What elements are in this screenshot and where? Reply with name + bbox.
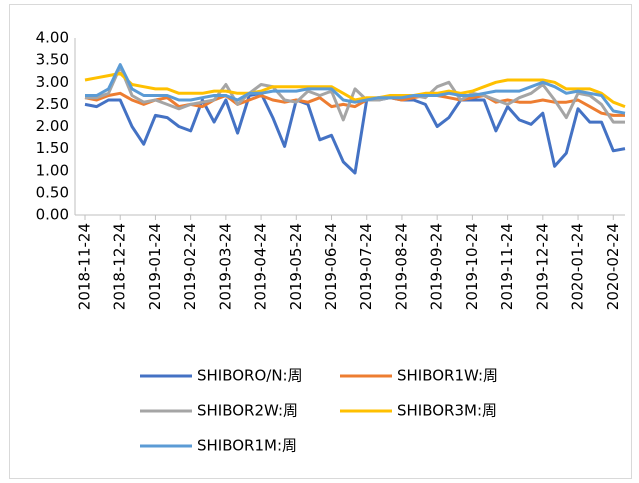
x-tick-label: 2019-04-24 [252,223,270,310]
y-tick-label: 1.50 [36,139,69,157]
x-tick-label: 2019-12-24 [533,223,551,310]
legend-label: SHIBOR1W:周 [397,367,498,385]
x-tick-label: 2018-12-24 [111,223,129,310]
y-tick-label: 1.00 [36,161,69,179]
x-tick-label: 2019-09-24 [428,223,446,310]
x-tick-label: 2019-01-24 [146,223,164,310]
legend-label: SHIBOR3M:周 [397,402,497,420]
x-tick-label: 2019-10-24 [463,223,481,310]
y-tick-label: 3.50 [36,51,69,69]
x-tick-label: 2020-01-24 [569,223,587,310]
y-tick-label: 3.00 [36,73,69,91]
series-line [84,71,626,109]
y-tick-label: 2.00 [36,117,69,135]
x-tick-label: 2019-03-24 [216,223,234,310]
series-line [84,91,625,117]
series-line [85,63,626,115]
x-tick-label: 2019-05-24 [287,223,305,310]
x-tick-label: 2020-02-24 [604,223,622,310]
y-tick-label: 2.50 [36,95,69,113]
series-line [85,65,625,124]
y-tick-label: 0.00 [36,206,69,224]
legend-label: SHIBOR1M:周 [197,437,297,455]
series-line [84,91,626,175]
legend-label: SHIBORO/N:周 [197,367,303,385]
x-tick-label: 2019-08-24 [392,223,410,310]
x-tick-label: 2018-11-24 [76,223,94,310]
y-tick-label: 4.00 [36,29,69,47]
y-tick-label: 0.50 [36,183,69,201]
x-tick-label: 2019-02-24 [181,223,199,310]
x-tick-label: 2019-11-24 [498,223,516,310]
x-tick-label: 2019-07-24 [357,223,375,310]
legend-label: SHIBOR2W:周 [197,402,298,420]
x-tick-label: 2019-06-24 [322,223,340,310]
